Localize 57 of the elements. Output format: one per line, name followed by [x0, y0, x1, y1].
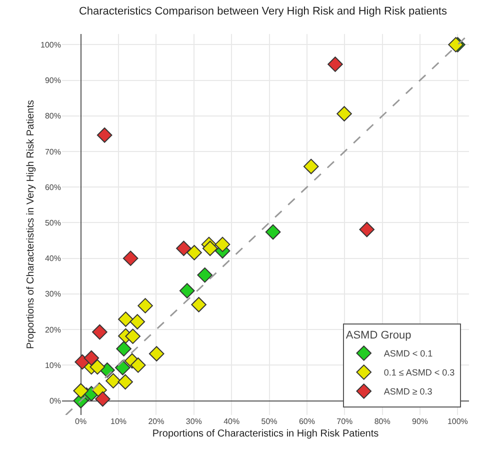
- point: [96, 127, 112, 143]
- x-tick-label: 60%: [298, 417, 315, 426]
- legend-label: ASMD ≥ 0.3: [384, 386, 432, 397]
- y-tick-label: 60%: [44, 182, 61, 192]
- x-tick-label: 90%: [412, 417, 428, 426]
- point: [122, 250, 138, 266]
- legend-label: 0.1 ≤ ASMD < 0.3: [384, 368, 455, 378]
- x-tick-label: 80%: [374, 417, 390, 426]
- point: [202, 240, 218, 256]
- point: [191, 296, 206, 312]
- point: [90, 359, 106, 375]
- point: [92, 324, 108, 340]
- point: [130, 358, 146, 373]
- x-axis-title: Proportions of Characteristics in High Risk Patients: [152, 428, 379, 440]
- x-tick-label: 20%: [148, 417, 164, 426]
- point: [118, 374, 133, 390]
- point: [186, 244, 202, 260]
- x-tick-label: 50%: [261, 417, 278, 426]
- x-tick-label: 100%: [447, 417, 468, 426]
- y-tick-label: 20%: [44, 325, 61, 334]
- y-tick-label: 100%: [40, 40, 61, 50]
- point: [106, 373, 121, 388]
- point: [148, 346, 164, 362]
- y-tick-label: 50%: [44, 218, 61, 228]
- point: [130, 314, 146, 330]
- point: [303, 158, 319, 174]
- point: [359, 222, 375, 238]
- point: [214, 236, 230, 252]
- legend-label: ASMD < 0.1: [384, 348, 433, 359]
- x-tick-label: 40%: [224, 417, 240, 426]
- point: [336, 106, 352, 122]
- point: [265, 224, 281, 240]
- point: [115, 360, 130, 376]
- point: [95, 391, 110, 407]
- legend-title: ASMD Group: [346, 330, 412, 342]
- point: [84, 350, 100, 366]
- x-tick-label: 10%: [110, 417, 127, 426]
- point: [138, 298, 153, 314]
- point: [328, 56, 343, 72]
- y-tick-label: 0%: [49, 396, 61, 406]
- y-tick-label: 90%: [44, 76, 61, 86]
- y-tick-label: 80%: [44, 112, 61, 121]
- chart-title: Characteristics Comparison between Very High Risk and High Risk patients: [78, 6, 448, 18]
- y-tick-label: 10%: [44, 360, 61, 370]
- y-tick-label: 70%: [44, 147, 61, 156]
- x-tick-label: 30%: [186, 417, 202, 426]
- x-tick-label: 0%: [75, 417, 87, 426]
- point: [118, 312, 134, 327]
- point: [176, 240, 192, 256]
- y-tick-label: 40%: [44, 254, 61, 264]
- point: [179, 283, 195, 298]
- x-tick-label: 70%: [336, 417, 353, 426]
- point: [116, 341, 132, 356]
- point: [125, 328, 140, 344]
- y-axis-title: Proportions of Characteristics in Very High Risk Patients: [26, 100, 37, 349]
- y-tick-label: 30%: [44, 290, 61, 299]
- point: [197, 267, 212, 283]
